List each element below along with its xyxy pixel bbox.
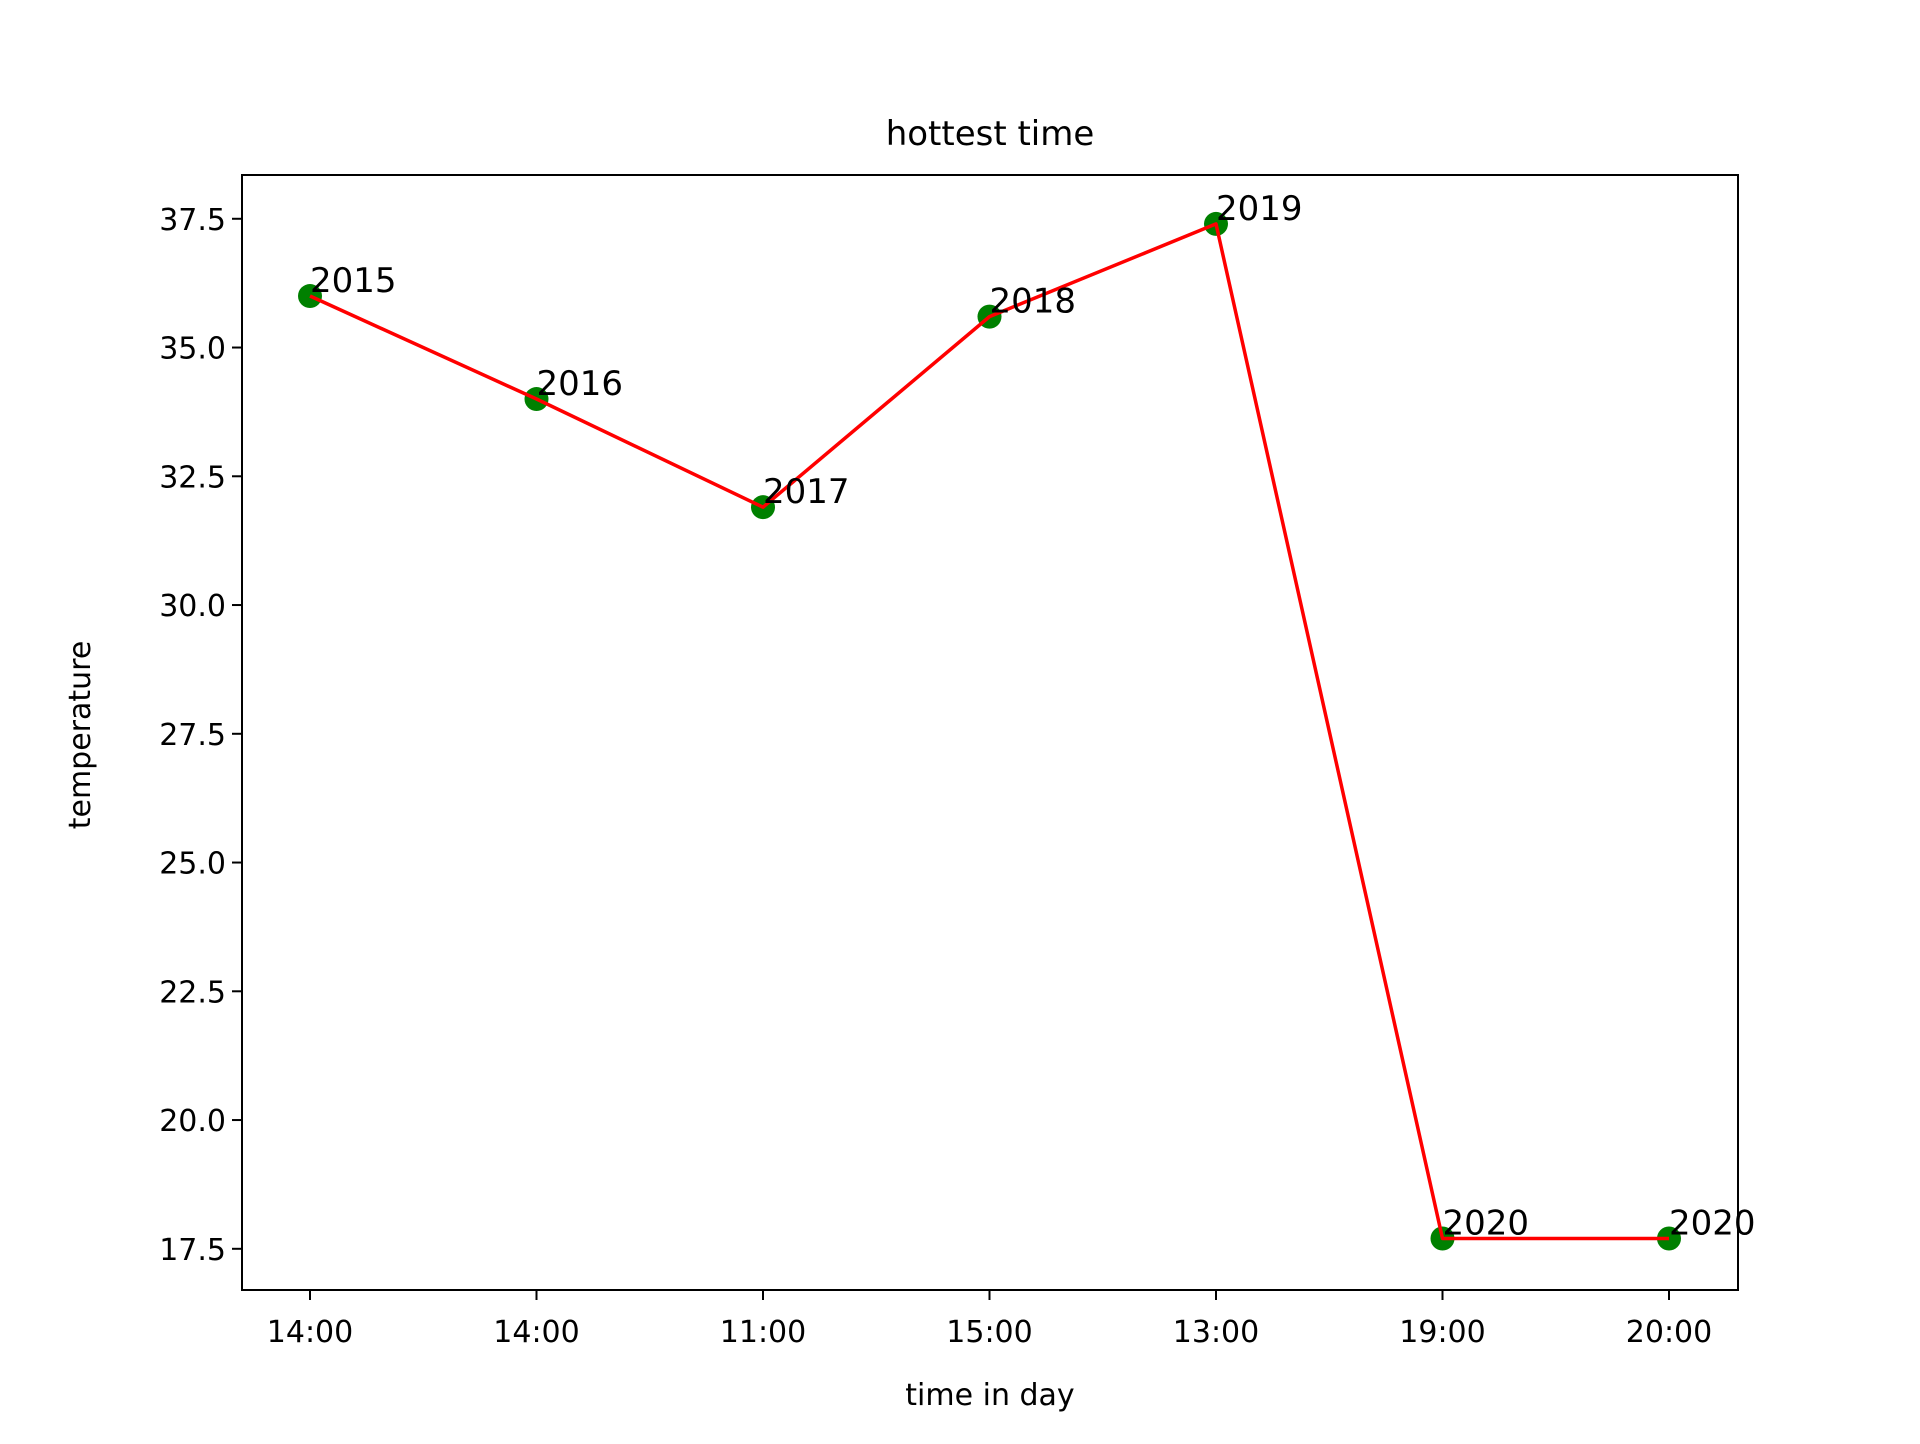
y-axis-label: temperature — [63, 641, 98, 830]
x-tick-label: 14:00 — [493, 1315, 579, 1350]
y-tick-label: 22.5 — [159, 975, 226, 1010]
series-line — [309, 222, 1669, 1241]
x-tick-label: 13:00 — [1173, 1315, 1259, 1350]
data-point-label: 2019 — [1216, 189, 1303, 229]
x-tick-label: 11:00 — [720, 1315, 806, 1350]
y-tick-label: 30.0 — [159, 589, 226, 624]
plot-area: 17.5 20.0 22.5 25.0 27.5 30.0 32.5 35.0 37.5 14:0… — [159, 174, 1756, 1350]
y-tick-label: 25.0 — [159, 847, 226, 882]
y-tick-label: 35.0 — [159, 332, 226, 367]
y-tick-label: 17.5 — [159, 1233, 226, 1268]
y-tick-label: 37.5 — [159, 203, 226, 238]
x-tick-label: 15:00 — [946, 1315, 1032, 1350]
y-tick-label: 27.5 — [159, 718, 226, 753]
data-point-label: 2017 — [763, 472, 850, 512]
x-tick-label: 19:00 — [1399, 1315, 1485, 1350]
data-point-label: 2020 — [1443, 1203, 1530, 1243]
data-point-label: 2016 — [537, 364, 624, 404]
axes-frame — [241, 174, 1739, 1291]
x-tick-label: 14:00 — [267, 1315, 353, 1350]
data-point-label: 2018 — [990, 282, 1077, 322]
y-tick-label: 20.0 — [159, 1104, 226, 1139]
x-tick-label: 20:00 — [1626, 1315, 1712, 1350]
chart-title: hottest time — [886, 114, 1095, 154]
data-point-label: 2020 — [1669, 1203, 1756, 1243]
y-tick-label: 32.5 — [159, 460, 226, 495]
data-point-label: 2015 — [310, 261, 397, 301]
x-axis-label: time in day — [905, 1378, 1074, 1413]
